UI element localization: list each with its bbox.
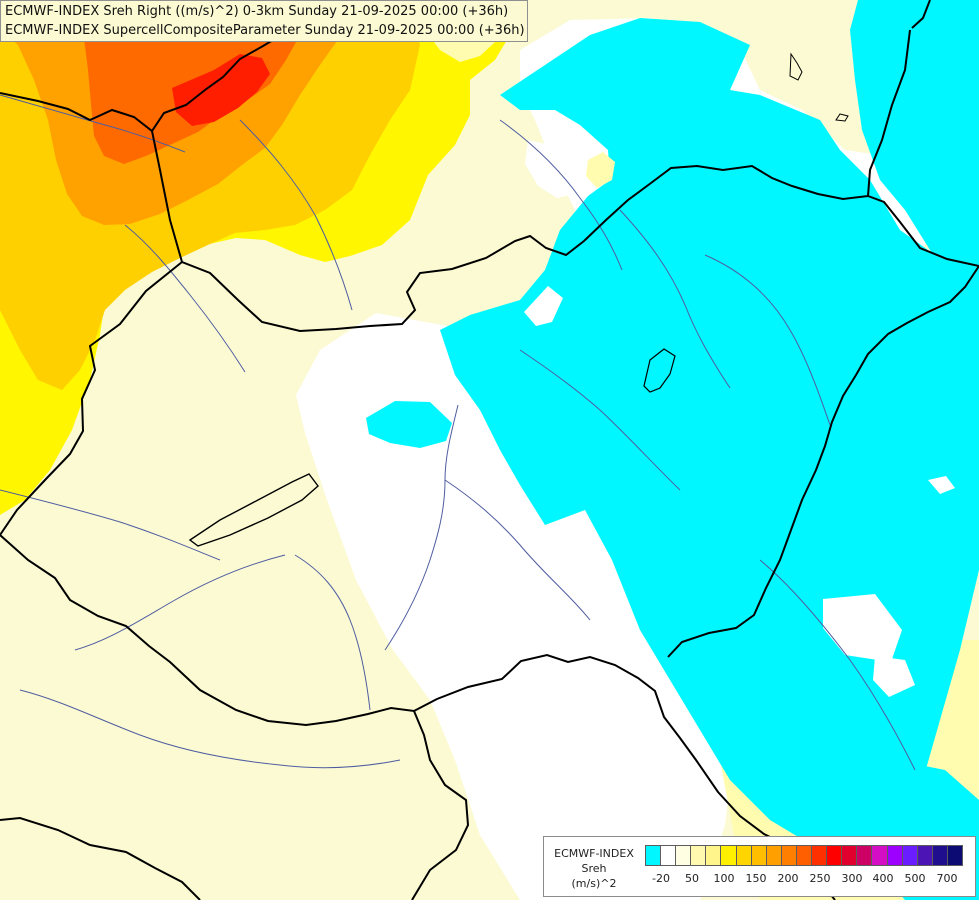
legend-swatch-9	[766, 846, 782, 865]
legend-label-150: 150	[745, 872, 767, 885]
white-hole-5	[873, 656, 915, 697]
legend-swatch-4	[691, 846, 707, 865]
border-east-2	[667, 265, 979, 658]
legend-label-300: 300	[841, 872, 863, 885]
legend-label-700: 700	[936, 872, 958, 885]
legend-swatch-6	[721, 846, 737, 865]
river-network-1	[19, 689, 401, 769]
border-south-1	[0, 534, 836, 900]
border-east-3	[911, 0, 931, 29]
legend-label-100: 100	[713, 872, 735, 885]
legend-label-minus20: -20	[652, 872, 670, 885]
map-title-box: ECMWF-INDEX Sreh Right ((m/s)^2) 0-3km S…	[0, 0, 528, 42]
river-network-6	[519, 349, 681, 491]
river-network-8	[704, 254, 831, 426]
river-network-5	[444, 479, 591, 621]
border-west-south	[0, 261, 183, 536]
legend-swatch-20	[932, 846, 948, 865]
white-hole-6	[928, 476, 955, 494]
legend-swatch-10	[781, 846, 797, 865]
title-line-1: ECMWF-INDEX Sreh Right ((m/s)^2) 0-3km S…	[5, 4, 509, 19]
legend-swatch-15	[857, 846, 873, 865]
border-south-2	[411, 710, 470, 900]
legend-swatch-2	[661, 846, 677, 865]
north-east-cyan-zone	[850, 0, 979, 310]
legend-label-50: 50	[685, 872, 699, 885]
lake-west	[188, 473, 319, 547]
river-network-2	[74, 554, 286, 651]
legend-swatch-11	[796, 846, 813, 865]
legend-label-250: 250	[809, 872, 831, 885]
river-network-13	[0, 94, 186, 153]
legend-swatch-19	[917, 846, 933, 865]
river-network-10	[0, 489, 221, 561]
legend-swatch-5	[706, 846, 722, 865]
white-hole-2	[586, 152, 615, 188]
river-network-11	[124, 224, 246, 373]
lake-center	[643, 348, 676, 393]
legend-label-200: 200	[777, 872, 799, 885]
legend-swatch-17	[887, 846, 903, 865]
title-line-2: ECMWF-INDEX SupercellCompositeParameter …	[5, 23, 525, 38]
legend-label-400: 400	[872, 872, 894, 885]
legend-swatch-8	[751, 846, 767, 865]
legend-color-scale	[645, 845, 963, 866]
west-white-bubble	[312, 440, 337, 459]
legend-line-1: ECMWF-INDEX	[554, 847, 634, 860]
river-network-12	[239, 119, 353, 311]
river-network-9	[759, 559, 916, 771]
river-network-3	[294, 554, 371, 711]
legend: ECMWF-INDEX Sreh (m/s)^2	[543, 836, 976, 897]
legend-swatch-3	[676, 846, 692, 865]
legend-swatch-13	[827, 846, 843, 865]
legend-swatch-16	[872, 846, 888, 865]
red-zone	[172, 54, 270, 126]
legend-swatch-21	[947, 846, 962, 865]
legend-swatch-1	[646, 846, 662, 865]
border-east-1	[867, 29, 911, 197]
border-southwest-3	[0, 816, 201, 900]
legend-swatch-7	[736, 846, 752, 865]
legend-line-2: Sreh	[581, 862, 607, 875]
river-network-7	[619, 209, 731, 389]
river-network-14	[499, 119, 623, 271]
west-cyan-islet	[366, 401, 452, 448]
white-hole-1	[525, 140, 582, 198]
border-central-north	[151, 130, 979, 333]
legend-tick-labels: -20 50 100 150 200 250 300 400 500 700	[645, 872, 963, 888]
white-hole-3	[524, 286, 563, 326]
white-hole-4	[823, 594, 902, 662]
river-network-4	[384, 404, 459, 651]
legend-line-3: (m/s)^2	[571, 877, 617, 890]
legend-label-500: 500	[904, 872, 926, 885]
legend-swatch-12	[812, 846, 828, 865]
legend-swatch-14	[842, 846, 858, 865]
legend-swatch-18	[902, 846, 918, 865]
border-northeast-small-2	[835, 113, 849, 122]
legend-caption: ECMWF-INDEX Sreh (m/s)^2	[551, 846, 637, 890]
border-northeast-small	[789, 52, 803, 81]
